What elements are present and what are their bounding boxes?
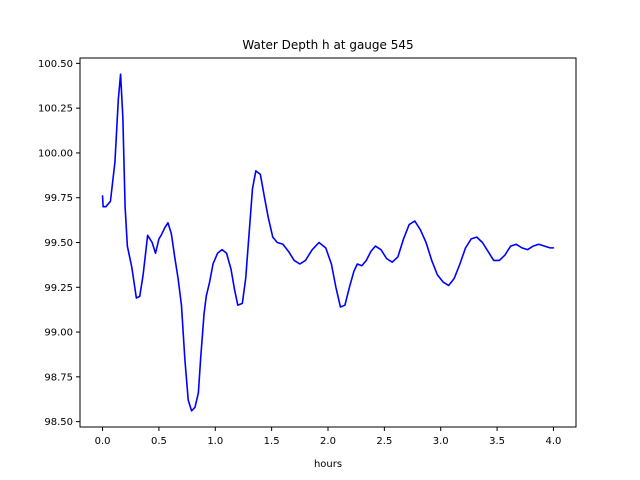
- y-tick-label: 100.00: [38, 148, 73, 159]
- y-tick-label: 99.75: [44, 193, 73, 204]
- chart-title: Water Depth h at gauge 545: [242, 38, 413, 52]
- x-tick-label: 2.0: [320, 436, 336, 447]
- plot-frame: [79, 57, 577, 428]
- y-tick-label: 98.50: [44, 417, 73, 428]
- x-tick-label: 0.5: [151, 436, 167, 447]
- x-axis-label: hours: [314, 459, 342, 470]
- x-tick-label: 4.0: [546, 436, 562, 447]
- y-axis: 98.50 98.75 99.00 99.25 99.50 99.75 100.00 100.…: [38, 59, 80, 428]
- x-axis: 0.0 0.5 1.0 1.5 2.0 2.5 3.0 3.5 4.0: [95, 427, 562, 447]
- x-tick-label: 3.0: [433, 436, 449, 447]
- x-tick-label: 2.5: [376, 436, 392, 447]
- y-tick-label: 99.50: [44, 238, 73, 249]
- x-tick-label: 3.5: [489, 436, 505, 447]
- y-tick-label: 100.25: [38, 104, 73, 115]
- x-tick-label: 1.5: [264, 436, 280, 447]
- x-tick-label: 0.0: [95, 436, 111, 447]
- y-tick-label: 99.00: [44, 328, 73, 339]
- y-tick-label: 100.50: [38, 59, 73, 70]
- y-tick-label: 98.75: [44, 372, 73, 383]
- x-tick-label: 1.0: [207, 436, 223, 447]
- series-line-0: [101, 73, 555, 412]
- plot-area: [101, 73, 555, 412]
- y-tick-label: 99.25: [44, 283, 73, 294]
